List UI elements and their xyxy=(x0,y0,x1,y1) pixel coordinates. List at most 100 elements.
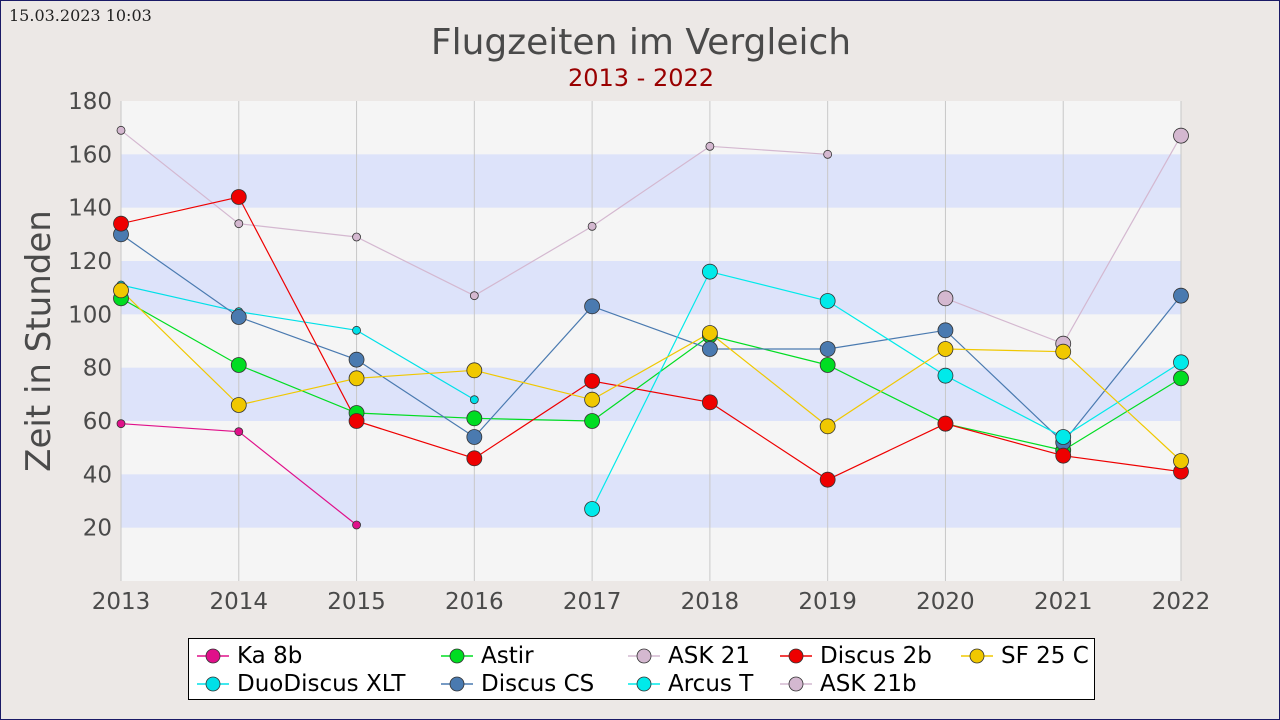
data-point-sf-25-c xyxy=(701,325,718,341)
data-point-arcus-t xyxy=(1055,429,1072,445)
legend-label: Discus CS xyxy=(481,671,595,697)
data-point-astir xyxy=(466,410,483,427)
y-tick-label: 60 xyxy=(83,409,112,435)
legend-swatch xyxy=(197,676,229,692)
data-point-ask-21 xyxy=(587,221,597,231)
chart-subtitle: 2013 - 2022 xyxy=(568,64,714,92)
legend-swatch xyxy=(780,676,812,692)
y-tick-label: 80 xyxy=(83,356,112,382)
data-point-ask-21 xyxy=(116,125,126,135)
x-tick-label: 2020 xyxy=(916,589,975,615)
legend-item: Arcus T xyxy=(626,671,753,697)
data-point-arcus-t xyxy=(819,293,836,309)
legend-swatch xyxy=(780,648,812,664)
legend-item: DuoDiscus XLT xyxy=(195,671,405,697)
data-point-arcus-t xyxy=(1173,354,1189,371)
y-tick-label: 40 xyxy=(83,462,112,488)
data-point-duodiscus-xlt xyxy=(352,325,361,335)
data-point-discus-2b xyxy=(819,471,836,488)
legend-label: Ka 8b xyxy=(237,643,303,669)
data-point-sf-25-c xyxy=(1055,343,1072,360)
legend-item: ASK 21b xyxy=(778,671,917,697)
legend-swatch xyxy=(197,648,229,664)
y-tick-label: 20 xyxy=(83,516,112,542)
y-tick-label: 180 xyxy=(68,89,112,115)
y-tick-label: 120 xyxy=(68,249,112,275)
data-point-discus-2b xyxy=(230,189,247,205)
data-point-discus-2b xyxy=(937,415,954,432)
y-tick-label: 160 xyxy=(68,142,112,168)
legend-label: ASK 21b xyxy=(820,671,917,697)
series-line-arcus-t xyxy=(591,270,1182,510)
data-point-ask-21 xyxy=(469,291,479,301)
data-point-sf-25-c xyxy=(113,282,129,299)
data-point-ka-8b xyxy=(234,427,244,437)
data-point-ask-21b xyxy=(1173,127,1189,144)
data-point-astir xyxy=(819,357,836,373)
data-point-arcus-t xyxy=(701,263,718,280)
grid-band xyxy=(121,367,1181,421)
y-tick-label: 140 xyxy=(68,196,112,222)
series-line-astir xyxy=(120,297,1182,451)
series-line-discus-cs xyxy=(120,233,1182,444)
data-point-ka-8b xyxy=(352,520,361,530)
data-point-discus-cs xyxy=(701,341,718,357)
x-tick-label: 2019 xyxy=(798,589,857,615)
legend-item: Astir xyxy=(439,643,534,669)
series-line-sf-25-c xyxy=(120,289,1182,462)
data-point-ask-21 xyxy=(234,219,244,229)
data-point-ask-21 xyxy=(352,232,361,242)
x-tick-label: 2018 xyxy=(681,589,740,615)
data-point-ka-8b xyxy=(116,419,126,429)
data-point-discus-2b xyxy=(466,450,483,467)
data-point-discus-cs xyxy=(466,429,483,445)
series-line-discus-2b xyxy=(120,196,1182,481)
data-point-discus-cs xyxy=(937,322,954,339)
data-point-astir xyxy=(230,357,247,373)
legend-label: SF 25 C xyxy=(1001,643,1089,669)
legend-item: Discus 2b xyxy=(778,643,932,669)
data-point-ask-21 xyxy=(823,149,833,159)
data-point-discus-cs xyxy=(230,309,247,325)
data-point-discus-2b xyxy=(1055,447,1072,464)
legend-swatch xyxy=(628,676,660,692)
data-point-ask-21 xyxy=(705,141,715,151)
x-tick-label: 2016 xyxy=(445,589,504,615)
data-point-discus-cs xyxy=(819,341,836,357)
data-point-discus-cs xyxy=(1173,287,1189,304)
x-tick-label: 2014 xyxy=(210,589,269,615)
grid-band xyxy=(121,261,1181,315)
legend-item: Discus CS xyxy=(439,671,594,697)
data-point-sf-25-c xyxy=(1173,453,1189,469)
y-axis-label: Zeit in Stunden xyxy=(19,210,59,472)
data-point-discus-cs xyxy=(584,298,601,315)
x-tick-label: 2022 xyxy=(1152,589,1211,615)
data-point-discus-2b xyxy=(701,394,718,411)
legend-item: Ka 8b xyxy=(195,643,302,669)
data-point-duodiscus-xlt xyxy=(469,395,479,405)
legend-label: Astir xyxy=(481,643,534,669)
data-point-discus-2b xyxy=(348,413,365,429)
data-point-astir xyxy=(584,413,601,429)
chart-title: Flugzeiten im Vergleich xyxy=(431,22,851,63)
series-line-duodiscus-xlt xyxy=(120,284,475,401)
data-point-sf-25-c xyxy=(466,362,483,379)
grid-band xyxy=(121,154,1181,208)
legend-label: Arcus T xyxy=(668,671,754,697)
data-point-discus-2b xyxy=(113,215,129,232)
legend-label: DuoDiscus XLT xyxy=(237,671,406,697)
data-point-arcus-t xyxy=(937,367,954,384)
x-tick-label: 2021 xyxy=(1034,589,1093,615)
data-point-discus-2b xyxy=(584,373,601,389)
legend-item: ASK 21 xyxy=(626,643,750,669)
x-tick-label: 2017 xyxy=(563,589,622,615)
legend-label: Discus 2b xyxy=(820,643,932,669)
data-point-sf-25-c xyxy=(937,341,954,357)
data-point-sf-25-c xyxy=(230,397,247,413)
x-tick-label: 2015 xyxy=(327,589,386,615)
data-point-sf-25-c xyxy=(584,391,601,408)
data-point-sf-25-c xyxy=(348,370,365,387)
data-point-sf-25-c xyxy=(819,418,836,435)
